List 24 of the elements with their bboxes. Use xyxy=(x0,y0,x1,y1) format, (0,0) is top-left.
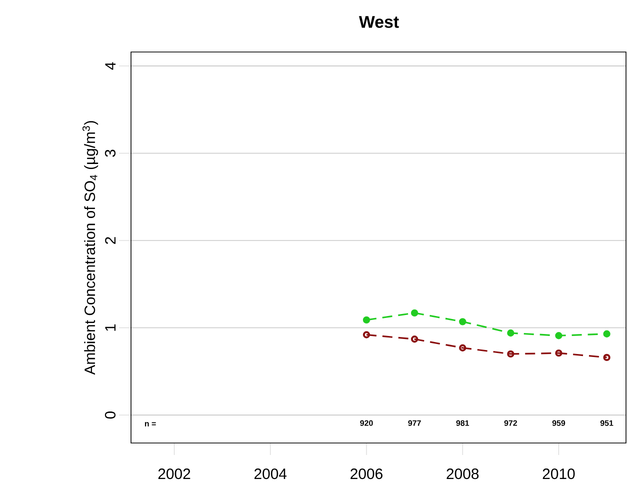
chart-title: West xyxy=(358,16,399,28)
point xyxy=(603,330,610,338)
y-tick-label: 0 xyxy=(104,411,116,419)
point xyxy=(362,316,370,324)
point xyxy=(459,318,466,326)
point xyxy=(459,344,466,352)
y-tick-label: 3 xyxy=(104,150,116,157)
point xyxy=(603,354,610,362)
point xyxy=(362,331,370,338)
point xyxy=(507,350,514,358)
x-tick-label: 2006 xyxy=(350,468,382,480)
y-axis-title: Ambient Concentration of SO$_{4}$ (µg/m$^{3}$) xyxy=(82,121,98,375)
point xyxy=(410,309,418,317)
x-tick-label: 2004 xyxy=(254,468,287,480)
point xyxy=(410,336,418,343)
y-tick-label: 1 xyxy=(105,324,116,331)
y-tick-label: 2 xyxy=(105,237,116,244)
x-tick-label: 2010 xyxy=(542,468,575,480)
point xyxy=(555,350,562,357)
point xyxy=(555,332,562,340)
point xyxy=(507,329,514,337)
y-tick-label: 4 xyxy=(105,62,116,70)
x-tick-label: 2002 xyxy=(158,468,190,480)
x-tick-label: 2008 xyxy=(446,468,479,480)
